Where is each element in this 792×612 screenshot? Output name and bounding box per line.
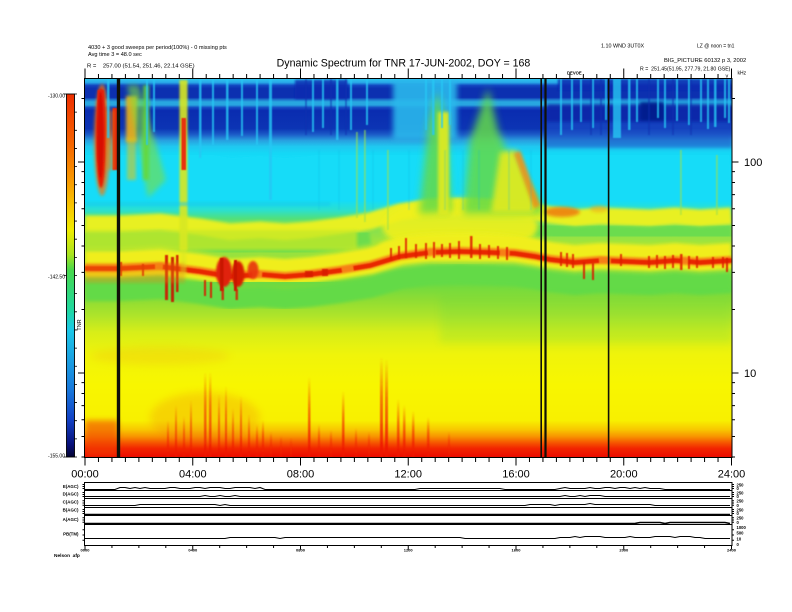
svg-text:10: 10: [737, 537, 742, 542]
svg-text:250: 250: [737, 499, 745, 504]
svg-text:00:00: 00:00: [71, 469, 99, 481]
svg-text:1200: 1200: [404, 548, 414, 553]
svg-text:08:00: 08:00: [287, 469, 315, 481]
svg-text:4030 + 3 good sweeps per perio: 4030 + 3 good sweeps per period(100%) - …: [88, 45, 227, 51]
svg-text:0: 0: [737, 486, 740, 491]
svg-text:0: 0: [737, 542, 740, 547]
svg-text:v: v: [726, 74, 729, 80]
svg-text:16:00: 16:00: [502, 469, 530, 481]
svg-text:BIG_PICTURE 60132 p 3, 2002: BIG_PICTURE 60132 p 3, 2002: [664, 58, 746, 64]
svg-text:24:00: 24:00: [718, 469, 746, 481]
svg-text:D(AGC): D(AGC): [63, 491, 79, 496]
svg-text:0: 0: [737, 520, 740, 525]
svg-text:-155.00: -155.00: [48, 454, 65, 460]
svg-text:1.10 WND 3UT0X: 1.10 WND 3UT0X: [601, 44, 645, 50]
svg-text:250: 250: [737, 491, 745, 496]
svg-text:500: 500: [737, 531, 745, 536]
svg-text:B(AGC): B(AGC): [63, 507, 79, 512]
svg-text:250: 250: [737, 508, 745, 513]
svg-text:2000: 2000: [619, 548, 629, 553]
svg-text:kHz: kHz: [738, 71, 747, 77]
svg-text:0: 0: [737, 503, 740, 508]
svg-text:04:00: 04:00: [179, 469, 207, 481]
svg-text:DEVOE: DEVOE: [567, 71, 582, 76]
svg-text:10: 10: [744, 368, 756, 380]
svg-text:R = 257.00 (51.54, 251.46,: R = 257.00 (51.54, 251.46, 22.14 GSE): [87, 64, 195, 70]
svg-text:1600: 1600: [512, 548, 522, 553]
svg-text:0: 0: [737, 494, 740, 499]
svg-text:250: 250: [737, 483, 745, 488]
svg-text:0: 0: [737, 511, 740, 516]
svg-text:E(AGC): E(AGC): [63, 484, 79, 489]
svg-text:C(AGC): C(AGC): [63, 500, 79, 505]
svg-text:-142.50: -142.50: [48, 275, 65, 281]
svg-text:Avg time 3 = 48.0 sec: Avg time 3 = 48.0 sec: [88, 52, 142, 58]
svg-text:-130.00: -130.00: [48, 94, 65, 100]
svg-text:TNR: TNR: [77, 319, 83, 330]
svg-text:250: 250: [737, 516, 745, 521]
svg-text:100: 100: [744, 157, 762, 169]
svg-text:PB(TM): PB(TM): [63, 532, 79, 537]
svg-text:1000: 1000: [737, 525, 747, 530]
svg-text:0400: 0400: [188, 548, 198, 553]
svg-text:12:00: 12:00: [394, 469, 422, 481]
svg-text:0000: 0000: [81, 548, 91, 553]
svg-text:LZ @ noon = tn1: LZ @ noon = tn1: [697, 44, 735, 50]
svg-text:0800: 0800: [296, 548, 306, 553]
svg-text:Nelson afp: Nelson afp: [54, 553, 80, 559]
svg-text:R = 251.45(51.95, 277.79, 21.: R = 251.45(51.95, 277.79, 21.80 GSE): [640, 67, 731, 73]
svg-text:20:00: 20:00: [610, 469, 638, 481]
svg-text:A(AGC): A(AGC): [63, 517, 79, 522]
svg-text:Dynamic Spectrum for TNR 17-JU: Dynamic Spectrum for TNR 17-JUN-2002, DO…: [277, 58, 531, 70]
svg-text:2400: 2400: [727, 548, 737, 553]
